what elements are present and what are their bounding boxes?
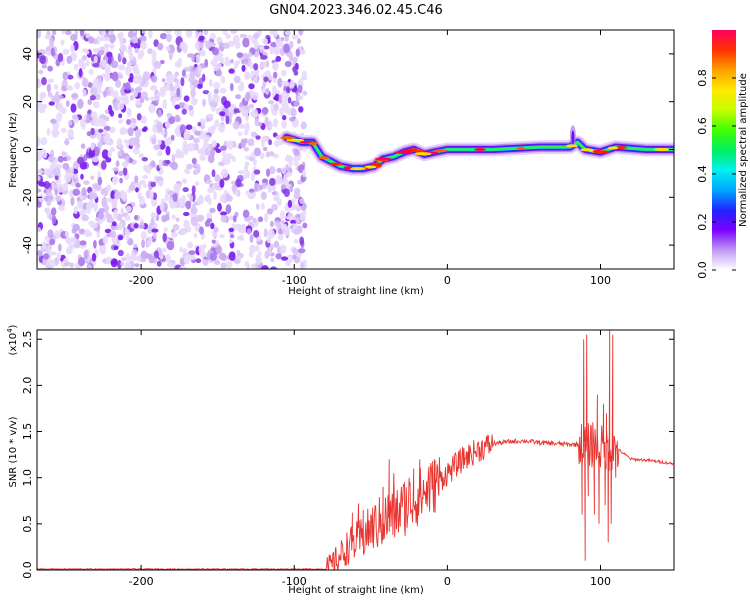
signal-hotspot <box>655 148 669 151</box>
signal-hotspot <box>280 136 295 140</box>
signal-hotspot <box>607 146 619 150</box>
signal-hotspot <box>374 157 392 161</box>
y-tick-label: 0 <box>21 146 34 153</box>
colorbar-gradient <box>712 30 736 270</box>
y-tick-label: 20 <box>21 95 34 109</box>
colorbar-tick-label: 0.6 <box>696 117 709 135</box>
snr-frame <box>36 329 675 571</box>
spectrogram-frame <box>36 29 675 270</box>
y-tick-label: -40 <box>21 236 34 254</box>
signal-hotspot <box>286 138 305 142</box>
colorbar-tick-label: 0.2 <box>696 213 709 231</box>
y-tick-label: 0.0 <box>21 561 34 579</box>
x-tick-label: 0 <box>444 274 451 287</box>
x-tick-label: -200 <box>129 274 154 287</box>
x-tick-label: 100 <box>590 274 611 287</box>
signal-hotspot <box>580 148 594 152</box>
snr-panel: -200 -100 0 100 0.0 0.5 1.0 1.5 2.0 2.5 Height of… <box>6 324 675 596</box>
signal-hotspot <box>371 162 382 166</box>
signal-hotspot <box>593 150 610 154</box>
spectrogram-xlabel: Height of straight line (km) <box>288 286 424 297</box>
signal-hotspot <box>474 148 486 151</box>
snr-xlabel: Height of straight line (km) <box>288 585 424 596</box>
colorbar-tick-label: 0.8 <box>696 69 709 87</box>
y-tick-label: 2.5 <box>21 330 34 348</box>
y-tick-label: -20 <box>21 188 34 206</box>
signal-hotspot <box>329 162 343 166</box>
signal-hotspot <box>318 156 330 160</box>
colorbar-tick-label: 0.4 <box>696 165 709 183</box>
x-tick-label: 100 <box>590 575 611 588</box>
colorbar-label: Normalized spectral amplitude <box>738 73 749 227</box>
y-tick-label: 40 <box>21 47 34 61</box>
signal-track <box>279 125 674 176</box>
colorbar: 0.0 0.2 0.4 0.6 0.8 Normalized spectral ampl… <box>696 30 749 279</box>
signal-hotspot <box>404 149 411 153</box>
signal-hotspot <box>615 146 628 149</box>
snr-plot-area <box>37 330 674 570</box>
y-tick-label: 0.5 <box>21 515 34 533</box>
signal-burst-core <box>571 130 575 145</box>
x-tick-label: -100 <box>282 274 307 287</box>
signal-hotspot <box>566 144 578 148</box>
figure-title: GN04.2023.346.02.45.C46 <box>269 3 443 18</box>
snr-series-line <box>37 330 674 570</box>
x-tick-label: -100 <box>282 575 307 588</box>
signal-hotspot <box>308 141 319 145</box>
snr-ylabel: SNR (10 * v/v) <box>8 416 19 487</box>
signal-hotspot <box>414 152 432 156</box>
signal-hotspot <box>350 167 366 171</box>
y-tick-label: 2.0 <box>21 377 34 395</box>
signal-hotspot <box>516 146 525 150</box>
y-tick-label: 1.0 <box>21 469 34 487</box>
signal-hotspot <box>433 149 448 153</box>
x-tick-label: -200 <box>129 575 154 588</box>
y-tick-label: 1.5 <box>21 423 34 441</box>
spectrogram-ylabel: Frequency (Hz) <box>8 112 19 188</box>
x-tick-label: 0 <box>444 575 451 588</box>
signal-hotspot <box>364 165 377 169</box>
snr-yscale-label: (x104) <box>6 324 19 355</box>
colorbar-tick-label: 0.0 <box>696 261 709 279</box>
noise-region <box>37 30 308 269</box>
